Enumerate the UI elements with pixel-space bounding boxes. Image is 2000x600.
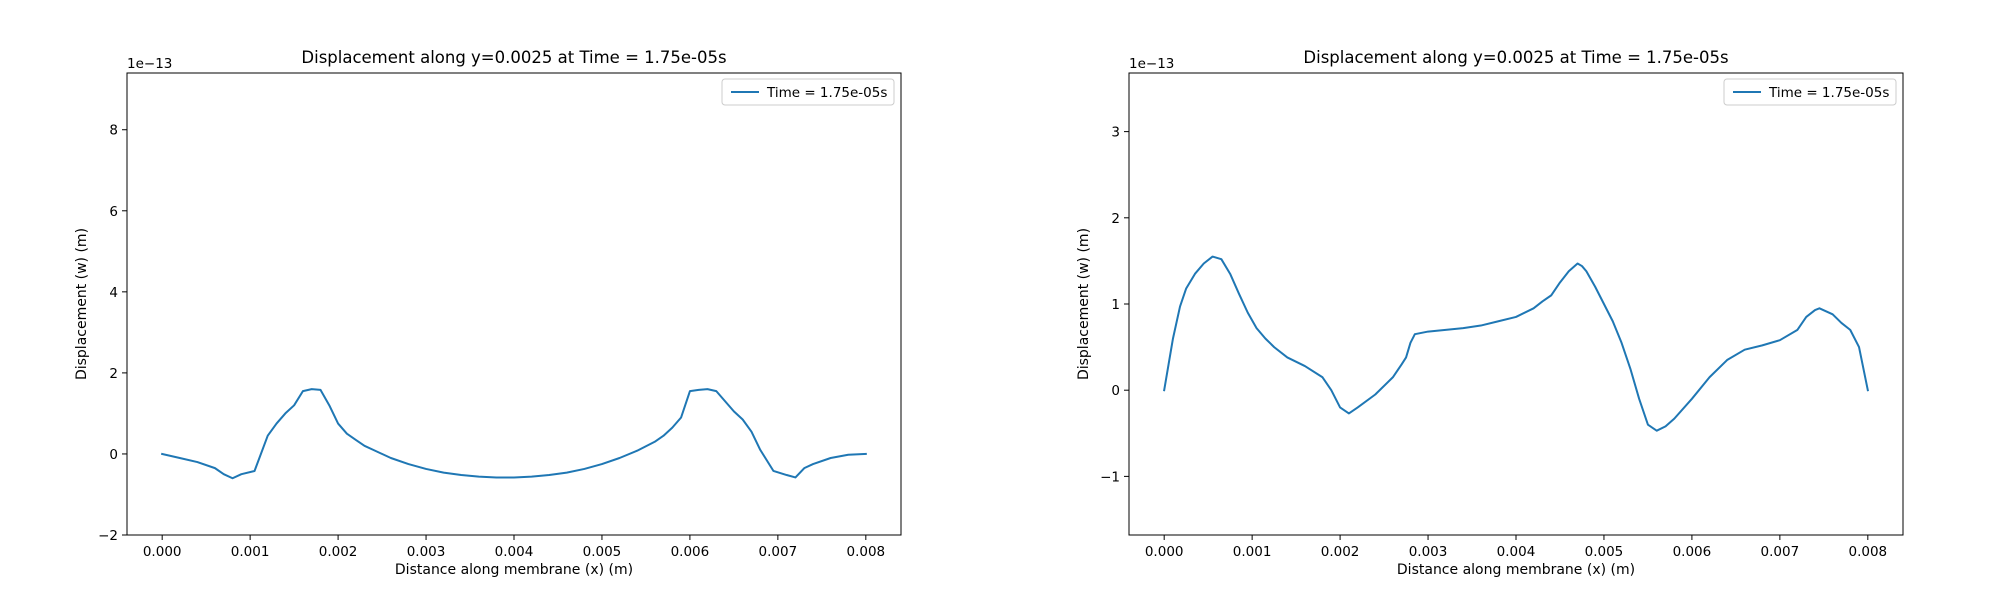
y-ticks: −1 0 1 2 3	[1100, 125, 1129, 485]
y-axis-label: Displacement (w) (m)	[1076, 228, 1092, 380]
y-tick-label: −2	[98, 528, 118, 544]
y-tick-label: 4	[109, 285, 118, 301]
x-axis-label: Distance along membrane (x) (m)	[395, 562, 633, 578]
legend-entry-label: Time = 1.75e-05s	[766, 85, 887, 101]
y-tick-label: 8	[109, 123, 118, 139]
series-line	[160, 388, 867, 480]
legend-box	[1723, 78, 1897, 106]
series-layer	[1163, 255, 1869, 432]
x-tick-label: 0.003	[407, 544, 446, 560]
y-tick-label: 3	[1111, 125, 1120, 141]
x-tick-label: 0.003	[1409, 544, 1448, 560]
y-offset-label: 1e−13	[1129, 56, 1174, 72]
x-tick-label: 0.002	[1321, 544, 1360, 560]
x-tick-label: 0.006	[1673, 544, 1712, 560]
y-tick-label: −1	[1100, 469, 1120, 485]
series-layer	[160, 388, 867, 480]
legend-box	[721, 78, 895, 106]
chart-title: Displacement along y=0.0025 at Time = 1.…	[1303, 48, 1728, 67]
y-tick-label: 2	[109, 366, 118, 382]
chart-left: Displacement along y=0.0025 at Time = 1.…	[74, 48, 902, 578]
x-tick-label: 0.000	[1145, 544, 1184, 560]
x-axis-label: Distance along membrane (x) (m)	[1397, 562, 1635, 578]
y-tick-label: 2	[1111, 211, 1120, 227]
y-tick-label: 0	[1111, 383, 1120, 399]
x-tick-label: 0.001	[1233, 544, 1272, 560]
y-offset-label: 1e−13	[127, 56, 172, 72]
x-tick-label: 0.005	[1585, 544, 1624, 560]
x-tick-label: 0.002	[319, 544, 358, 560]
x-ticks: 0.000 0.001 0.002 0.003 0.004 0.005 0.006 0.007…	[1145, 535, 1887, 560]
chart-title: Displacement along y=0.0025 at Time = 1.…	[301, 48, 726, 67]
x-tick-label: 0.001	[231, 544, 270, 560]
y-tick-label: 1	[1111, 297, 1120, 313]
y-tick-label: 0	[109, 447, 118, 463]
x-tick-label: 0.008	[846, 544, 885, 560]
series-line	[1163, 255, 1869, 432]
x-ticks: 0.000 0.001 0.002 0.003 0.004 0.005 0.006 0.007…	[143, 535, 885, 560]
y-axis-label: Displacement (w) (m)	[74, 228, 90, 380]
x-tick-label: 0.004	[495, 544, 534, 560]
x-tick-label: 0.004	[1497, 544, 1536, 560]
x-tick-label: 0.008	[1848, 544, 1887, 560]
x-tick-label: 0.007	[1761, 544, 1800, 560]
y-ticks: −2 0 2 4 6 8	[98, 123, 127, 544]
legend: Time = 1.75e-05s	[721, 78, 895, 106]
y-tick-label: 6	[109, 204, 118, 220]
x-tick-label: 0.005	[583, 544, 622, 560]
x-tick-label: 0.006	[671, 544, 710, 560]
legend: Time = 1.75e-05s	[1723, 78, 1897, 106]
chart-right: Displacement along y=0.0025 at Time = 1.…	[1076, 48, 1904, 578]
legend-entry-label: Time = 1.75e-05s	[1768, 85, 1889, 101]
x-tick-label: 0.000	[143, 544, 182, 560]
x-tick-label: 0.007	[759, 544, 798, 560]
